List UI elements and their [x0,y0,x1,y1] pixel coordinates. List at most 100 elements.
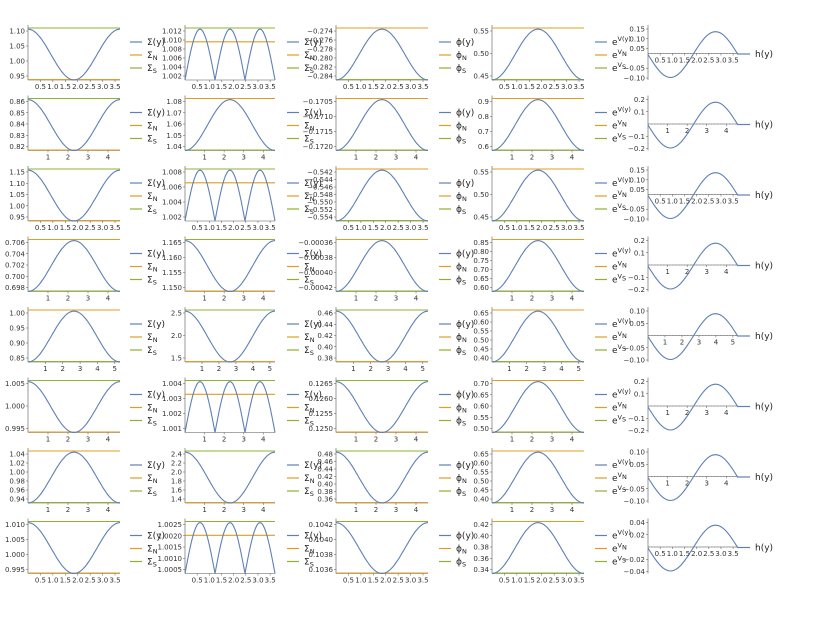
x-tick-label: 3 [86,506,90,514]
legend-label: ΣS [147,417,157,428]
y-tick-label: 0.40 [317,343,333,351]
y-tick-label: 0.44 [317,466,333,474]
legend-label: ϕ(y) [456,250,474,260]
curve-series [27,381,121,434]
legend-label: Σ(y) [304,179,322,189]
x-tick-label: 2 [60,365,64,373]
legend-label: ϕ(y) [456,179,474,189]
legend-label: ΣN [304,122,315,133]
legend-label: ΣN [147,474,158,485]
legend-label: Σ(y) [147,391,165,401]
panel-r7-c1: 1 2 3 4 1.041.021.000.980.960.94 [9,448,121,514]
y-tick-label: 1.012 [162,28,182,36]
x-tick-label: 2 [66,154,70,162]
x-tick-label: 3.0 [97,224,108,232]
y-tick-label: 1.002 [162,214,182,222]
y-tick-label: 0.1 [634,390,645,398]
legend-label: ΣS [304,64,314,75]
y-tick-label: 1.10 [9,28,25,36]
y-tick-label: 1.010 [5,521,25,529]
x-tick-label: 3 [550,506,554,514]
legend-sigma: Σ(y) ΣN ΣS [130,38,165,75]
x-tick-label: 4 [106,154,111,162]
curve-series [184,240,276,293]
legend-label: ΣN [304,263,315,274]
legend-label: eVN [612,542,627,555]
legend-label: eVS [612,484,626,497]
x-tick-label: 2.5 [549,83,560,91]
x-tick-label: 1 [354,436,358,444]
x-tick-label: 4 [261,154,266,162]
panel-r2-c4: 1 2 3 4 0.9 0.8 0.7 0.6 [478,95,585,162]
curve-series [27,240,121,293]
legend-label: Σ(y) [304,461,322,471]
panel-r7-c5: 1 2 3 4 0.10 0.05 −0.05 −0.10 [624,448,739,506]
y-tick-label: 0.10 [629,176,645,184]
x-tick-label: 4 [570,154,575,162]
y-tick-label: 0.1 [634,108,645,116]
curve-series [27,99,121,152]
x-tick-label: 1.5 [524,577,535,585]
y-tick-label: −0.05 [624,65,645,73]
y-tick-label: 0.45 [473,214,489,222]
x-tick-label: 3 [241,506,245,514]
legend-label: eVS [612,132,626,145]
x-tick-label: 2.5 [393,577,404,585]
x-tick-label: 2.5 [85,83,96,91]
legend-label: h(y) [755,121,773,131]
x-tick-label: 3.0 [715,57,726,65]
y-tick-label: 1.008 [162,46,182,54]
x-tick-label: 2 [374,506,378,514]
y-tick-label: 0.95 [9,73,25,81]
y-tick-label: 0.04 [629,519,645,527]
x-tick-label: 3 [86,154,90,162]
x-tick-label: 1.5 [368,224,379,232]
panel-r8-c2: 0.5 1.0 1.5 2.0 2.5 3.0 3.5 1.0025 1.0020 1.0015 1… [158,518,276,585]
legend-label: Σ(y) [147,38,165,48]
y-tick-label: 0.65 [473,275,489,283]
legend-label: ϕN [456,474,467,485]
x-tick-label: 3.0 [252,83,263,91]
panel-r4-c3: 1 2 3 4 −0.00036 −0.00038 −0.00040 −0.00042 [298,236,429,303]
y-tick-label: 0.60 [473,403,489,411]
y-tick-label: 0.85 [9,109,25,117]
y-tick-label: 1.155 [162,269,182,277]
x-tick-label: 3.0 [561,577,572,585]
panel-r1-c3: 0.5 1.0 1.5 2.0 2.5 3.0 3.5−0.274−0.276−0.278−… [307,25,429,91]
curve-series [184,99,276,152]
x-tick-label: 3 [234,365,238,373]
x-tick-label: 3 [86,436,90,444]
y-tick-label: 0.44 [317,321,333,329]
y-tick-label: 0.98 [9,478,25,486]
x-tick-label: 3.5 [265,224,276,232]
curve-series [647,383,739,431]
x-tick-label: 2 [685,409,689,417]
legend-label: Σ(y) [304,320,322,330]
legend-phi: ϕ(y) ϕN ϕS [439,532,474,569]
y-tick-label: 0.1265 [309,380,334,388]
panel-r6-c3: 1 2 3 4 0.1265 0.1260 0.1255 0.1250 [309,377,429,444]
x-tick-label: 1.5 [524,83,535,91]
y-tick-label: 2.5 [171,310,182,318]
legend-label: ΣS [147,205,157,216]
x-tick-label: 0.5 [192,577,203,585]
x-tick-label: 2 [222,506,226,514]
legend-phi: ϕ(y) ϕN ϕS [439,38,474,75]
y-tick-label: 0.40 [473,532,489,540]
y-tick-label: 0.10 [629,449,645,457]
panel-r3-c2: 0.5 1.0 1.5 2.0 2.5 3.0 3.5 1.008 1.006 1.004 1.00… [162,166,276,232]
y-tick-label: −0.04 [624,568,646,576]
x-tick-label: 2.0 [228,224,239,232]
legend-sigma: Σ(y) ΣN ΣS [287,179,322,216]
legend-label: eV(y) [612,317,631,330]
x-tick-label: 2.5 [240,83,251,91]
legend-sigma: Σ(y) ΣN ΣS [130,250,165,287]
x-tick-label: 3.5 [109,577,120,585]
y-tick-label: 0.50 [473,50,489,58]
y-tick-label: 0.2 [634,237,645,245]
x-tick-label: 1 [354,506,358,514]
y-tick-label: 0.1255 [309,410,334,418]
x-tick-label: 2.0 [72,83,83,91]
y-tick-label: −0.00036 [298,239,333,247]
x-tick-label: 1.5 [216,83,227,91]
